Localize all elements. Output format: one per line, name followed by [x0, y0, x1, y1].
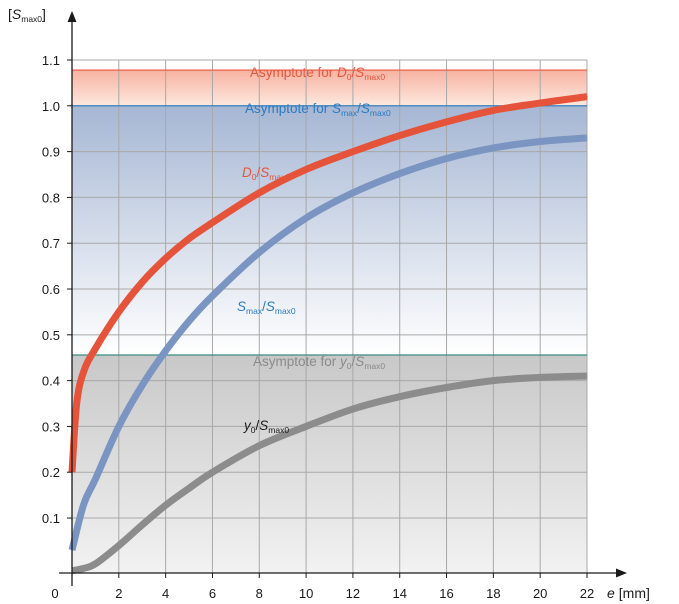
y-tick-label-0: 0.1 — [42, 511, 60, 526]
x-tick-label-1: 2 — [115, 586, 122, 601]
point-smax-1 — [83, 503, 85, 505]
y-tick-label-6: 0.7 — [42, 236, 60, 251]
x-tick-label-11: 22 — [580, 586, 594, 601]
asymptote-label-d0: Asymptote for D0/Smax0 — [250, 65, 385, 82]
point-smax-6 — [188, 320, 190, 322]
band-0 — [72, 70, 587, 106]
point-smax-5 — [165, 350, 167, 352]
x-tick-label-5: 10 — [299, 586, 313, 601]
point-y0-5 — [165, 504, 167, 506]
curve-smax — [68, 134, 588, 551]
y-tick-label-4: 0.5 — [42, 328, 60, 343]
x-axis-arrow — [616, 568, 627, 578]
point-y0-15 — [586, 375, 588, 377]
point-d0-3 — [94, 347, 97, 350]
point-smax-13 — [492, 147, 494, 149]
point-d0-9 — [258, 192, 260, 194]
point-d0-15 — [539, 102, 541, 104]
point-smax-2 — [94, 478, 97, 480]
axes — [59, 11, 627, 586]
point-y0-7 — [211, 471, 214, 473]
y-axis-title: [Smax0] — [8, 6, 46, 24]
point-y0-14 — [539, 376, 541, 379]
y-tick-label-8: 0.9 — [42, 145, 60, 160]
x-tick-label-3: 6 — [209, 586, 216, 601]
x-tick-label-0: 0 — [51, 586, 58, 601]
x-tick-label-10: 20 — [533, 586, 547, 601]
annotations: Asymptote for D0/Smax0 Asymptote for Sma… — [237, 65, 391, 435]
point-y0-2 — [94, 563, 97, 565]
y-tick-label-5: 0.6 — [42, 282, 60, 297]
point-y0-8 — [258, 445, 260, 447]
y-tick-label-2: 0.3 — [42, 419, 60, 434]
point-smax-7 — [211, 295, 214, 297]
point-smax-10 — [352, 192, 354, 194]
point-d0-8 — [211, 222, 214, 224]
y-tick-label-7: 0.8 — [42, 190, 60, 205]
band-2 — [72, 354, 587, 573]
point-d0-11 — [352, 151, 354, 153]
point-d0-16 — [586, 96, 588, 98]
point-y0-10 — [352, 408, 354, 410]
point-d0-12 — [399, 134, 401, 137]
y-tick-label-3: 0.4 — [42, 374, 60, 389]
x-tick-label-8: 16 — [439, 586, 453, 601]
point-y0-4 — [141, 524, 143, 526]
point-smax-11 — [399, 172, 401, 175]
point-d0-10 — [305, 168, 307, 171]
x-tick-label-7: 14 — [392, 586, 406, 601]
curve-y0 — [71, 372, 588, 575]
point-y0-3 — [118, 544, 120, 547]
point-smax-9 — [305, 217, 307, 219]
point-y0-13 — [492, 380, 494, 382]
asymptote-label-y0: Asymptote for y0/Smax0 — [253, 354, 385, 371]
grid — [72, 59, 588, 573]
x-tick-label-6: 12 — [346, 586, 360, 601]
point-d0-4 — [118, 311, 120, 313]
y-tick-label-10: 1.1 — [42, 53, 60, 68]
point-y0-1 — [83, 567, 85, 570]
point-smax-14 — [539, 140, 541, 143]
point-d0-2 — [83, 370, 85, 373]
series-label-y0: y0/Smax0 — [243, 418, 289, 435]
point-d0-7 — [188, 238, 190, 240]
point-d0-5 — [141, 281, 143, 283]
series-label-d0: D0/Smax0 — [242, 165, 290, 182]
point-y0-9 — [305, 425, 307, 428]
point-d0-13 — [445, 121, 448, 123]
x-tick-label-2: 4 — [162, 586, 169, 601]
y-axis-arrow — [67, 11, 77, 22]
tick-labels: 0 2 4 6 8 10 12 14 16 18 20 22 0.1 0.2 0.3 0.4 0.5 0.6 0.7… — [42, 53, 594, 601]
point-smax-3 — [118, 425, 120, 428]
point-smax-15 — [586, 137, 588, 139]
point-d0-1 — [76, 402, 78, 405]
y-tick-label-1: 0.2 — [42, 465, 60, 480]
point-y0-11 — [399, 396, 401, 398]
point-smax-8 — [258, 251, 260, 253]
curves — [68, 93, 588, 575]
point-y0-12 — [445, 386, 448, 389]
series-label-smax: Smax/Smax0 — [237, 299, 296, 316]
x-tick-label-9: 18 — [486, 586, 500, 601]
point-d0-14 — [492, 109, 494, 111]
point-smax-12 — [445, 157, 448, 160]
y-tick-label-9: 1.0 — [42, 99, 60, 114]
asymptote-label-smax: Asymptote for Smax/Smax0 — [245, 101, 391, 118]
x-axis-title: e [mm] — [607, 585, 650, 601]
point-smax-4 — [141, 384, 143, 386]
point-y0-6 — [188, 487, 190, 489]
point-d0-6 — [165, 257, 167, 259]
x-tick-label-4: 8 — [256, 586, 263, 601]
